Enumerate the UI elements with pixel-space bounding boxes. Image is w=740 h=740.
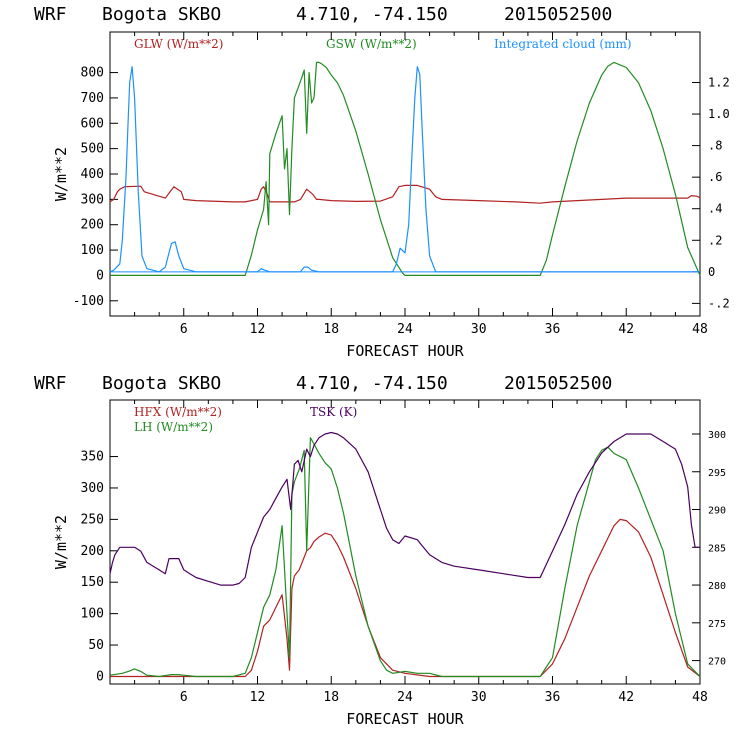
chart-2-legend-lh: LH (W/m**2) [134,420,213,434]
right-y-tick-label: 285 [708,543,726,554]
y-tick-label: 100 [81,607,104,622]
y-tick-label: 700 [81,91,104,106]
chart-1-title-coords: 4.710, -74.150 [296,4,448,25]
x-tick-label: 30 [471,322,487,337]
right-y-tick-label: .8 [708,139,722,153]
chart-1-x-tick-labels: 6 12 18 24 30 36 42 48 [180,322,708,337]
chart-1-ticks [109,32,701,316]
x-tick-label: 6 [180,690,188,705]
y-tick-label: 800 [81,66,104,81]
chart-1-title-station: Bogota SKBO [102,4,221,25]
x-tick-label: 6 [180,322,188,337]
chart-2: WRF Bogota SKBO 4.710, -74.150 201505250… [34,373,726,728]
chart-1-title-date: 2015052500 [504,4,612,25]
y-tick-label: 50 [88,638,104,653]
x-tick-label: 12 [250,690,266,705]
series-line-tsk [109,431,700,586]
y-tick-label: 150 [81,575,104,590]
chart-1-y-axis-label: W/m**2 [52,147,70,201]
x-tick-label: 24 [397,322,413,337]
chart-1-legend-glw: GLW (W/m**2) [134,37,223,51]
x-tick-label: 48 [692,322,708,337]
y-tick-label: 100 [81,243,104,258]
x-tick-label: 18 [323,322,339,337]
chart-1-plot-frame [109,31,701,317]
x-tick-label: 48 [692,690,708,705]
y-tick-label: 500 [81,142,104,157]
x-tick-label: 42 [618,322,634,337]
chart-1-legend-gsw: GSW (W/m**2) [326,37,417,51]
x-tick-label: 12 [250,322,266,337]
y-tick-label: 200 [81,218,104,233]
right-y-tick-label: .4 [708,202,722,216]
right-y-tick-label: 275 [708,619,726,630]
x-tick-label: 36 [545,322,561,337]
chart-2-x-tick-labels: 6 12 18 24 30 36 42 48 [180,690,708,705]
chart-2-series [109,431,701,678]
right-y-tick-label: 300 [708,430,726,441]
chart-1-x-axis-label: FORECAST HOUR [346,342,464,360]
y-tick-label: 300 [81,481,104,496]
series-line-integrated [109,66,700,273]
series-line-hfx [110,518,701,678]
chart-2-y-tick-labels: 0 50 100 150 200 250 300 350 [81,450,104,685]
right-y-tick-label: 1.0 [708,107,730,121]
right-y-tick-label: 295 [708,468,726,479]
series-line-glw [109,184,701,204]
x-tick-label: 42 [618,690,634,705]
chart-2-right-tick-labels: 270 275 280 285 290 295 300 [708,430,726,668]
chart-1-right-tick-labels: -.2 0 .2 .4 .6 .8 1.0 1.2 [708,75,730,310]
right-y-tick-label: 0 [708,265,715,279]
series-line-gsw [110,61,701,276]
right-y-tick-label: .2 [708,233,722,247]
series-line-lh [109,437,701,678]
chart-1-series [109,61,701,276]
right-y-tick-label: 270 [708,657,726,668]
y-tick-label: 400 [81,167,104,182]
chart-2-legend-tsk: TSK (K) [310,405,357,419]
chart-1-y-tick-labels: -100 0 100 200 300 400 500 600 700 800 [73,66,104,309]
y-tick-label: 0 [96,268,104,283]
x-tick-label: 36 [545,690,561,705]
chart-2-x-axis-label: FORECAST HOUR [346,710,464,728]
chart-2-legend-hfx: HFX (W/m**2) [134,405,222,419]
chart-2-ticks [109,400,701,684]
chart-2-y-axis-label: W/m**2 [52,515,70,569]
chart-1: WRF Bogota SKBO 4.710, -74.150 201505250… [34,4,730,360]
chart-1-title-model: WRF [34,4,67,25]
chart-2-title-coords: 4.710, -74.150 [296,373,448,394]
y-tick-label: 600 [81,116,104,131]
chart-2-title-model: WRF [34,373,67,394]
right-y-tick-label: 280 [708,581,726,592]
chart-2-title-date: 2015052500 [504,373,612,394]
x-tick-label: 24 [397,690,413,705]
x-tick-label: 30 [471,690,487,705]
chart-1-legend-cloud: Integrated cloud (mm) [494,37,632,51]
right-y-tick-label: 1.2 [708,75,730,89]
y-tick-label: 350 [81,450,104,465]
y-tick-label: 250 [81,512,104,527]
y-tick-label: 0 [96,669,104,684]
right-y-tick-label: .6 [708,170,722,184]
chart-2-title-station: Bogota SKBO [102,373,221,394]
y-tick-label: 300 [81,192,104,207]
right-y-tick-label: -.2 [708,296,730,310]
y-tick-label: -100 [73,294,104,309]
right-y-tick-label: 290 [708,506,726,517]
x-tick-label: 18 [323,690,339,705]
chart-2-plot-frame [109,399,701,685]
y-tick-label: 200 [81,544,104,559]
